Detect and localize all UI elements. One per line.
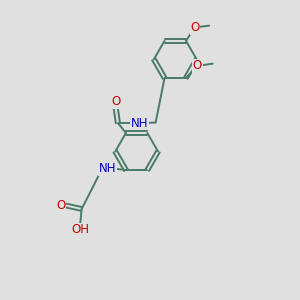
Text: OH: OH bbox=[71, 223, 89, 236]
Text: NH: NH bbox=[130, 117, 148, 130]
Text: NH: NH bbox=[99, 162, 116, 175]
Text: O: O bbox=[111, 95, 120, 108]
Text: O: O bbox=[190, 21, 200, 34]
Text: O: O bbox=[193, 59, 202, 73]
Text: O: O bbox=[56, 199, 66, 212]
